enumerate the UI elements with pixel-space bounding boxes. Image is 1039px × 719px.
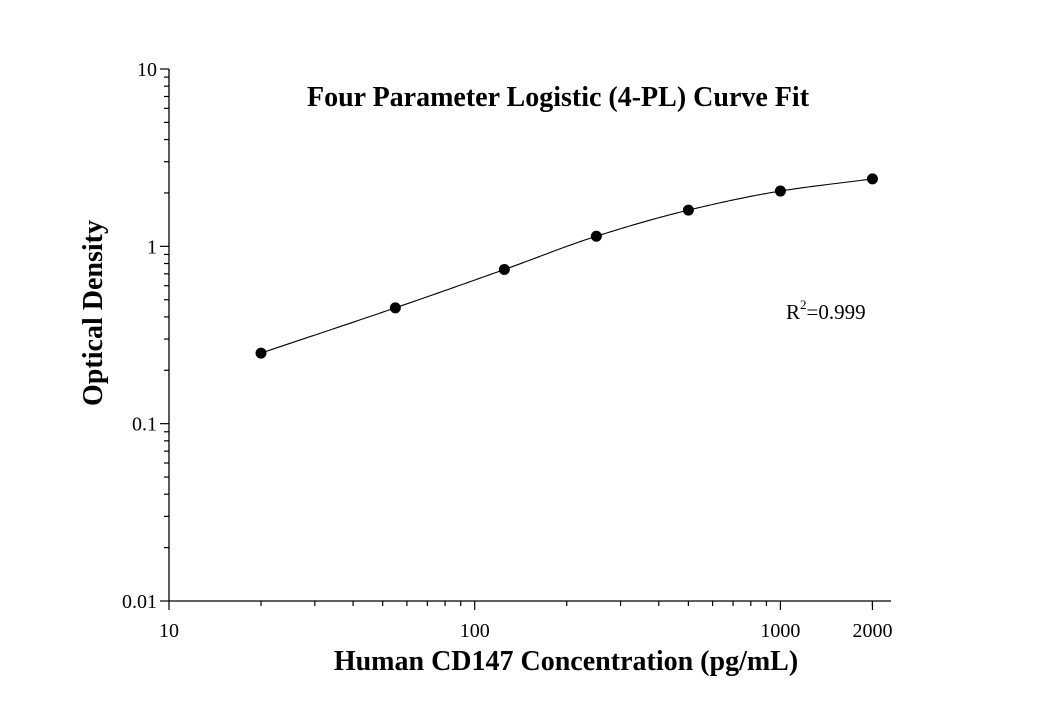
data-point xyxy=(682,204,694,216)
data-point xyxy=(774,185,786,197)
x-tick-label: 10 xyxy=(159,620,179,642)
y-tick-label: 0.1 xyxy=(132,414,157,436)
y-axis-title: Optical Density xyxy=(78,220,109,406)
chart-title: Four Parameter Logistic (4-PL) Curve Fit xyxy=(307,82,810,113)
r-squared-annotation: R2=0.999 xyxy=(786,297,866,324)
r-squared-value: =0.999 xyxy=(807,300,866,324)
data-point xyxy=(498,264,510,276)
data-point xyxy=(866,173,878,185)
data-points xyxy=(255,173,878,359)
data-point xyxy=(255,347,267,359)
x-tick-label: 1000 xyxy=(760,620,800,642)
y-tick-label: 1 xyxy=(147,236,157,258)
x-axis-title: Human CD147 Concentration (pg/mL) xyxy=(334,646,798,677)
x-tick-label: 100 xyxy=(460,620,490,642)
r-squared-superscript: 2 xyxy=(800,297,807,312)
fit-curve-group xyxy=(260,178,873,354)
x-tick-label: 2000 xyxy=(852,620,892,642)
r-squared-label: R xyxy=(786,300,800,324)
ticks: 0.01 0.1 1 10 10 100 1000 2000 xyxy=(122,59,892,642)
y-tick-label: 0.01 xyxy=(122,591,157,613)
y-tick-label: 10 xyxy=(137,59,157,81)
data-point xyxy=(389,302,401,314)
fit-curve xyxy=(260,178,873,354)
axes xyxy=(168,69,891,602)
data-point xyxy=(590,230,602,242)
